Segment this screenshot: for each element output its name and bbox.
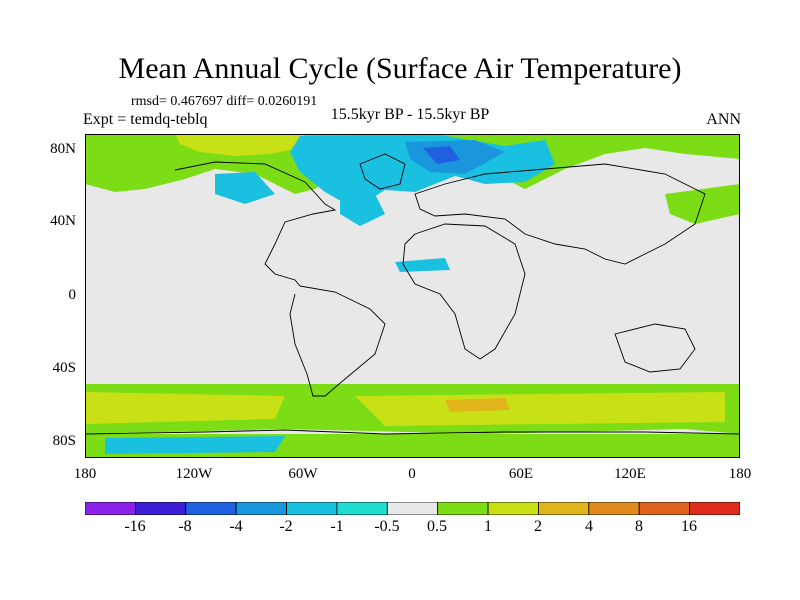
- southern-positive-strong-west: [85, 392, 285, 424]
- lon-label-120e: 120E: [614, 466, 646, 482]
- colorbar-label-6: -0.5: [374, 518, 400, 535]
- pacific-positive: [665, 184, 740, 224]
- colorbar-swatch-8: [437, 502, 489, 515]
- atlantic-negative-patch: [340, 194, 385, 226]
- world-map: [85, 134, 740, 458]
- southern-positive-patch: [445, 398, 510, 412]
- map-frame: [85, 134, 740, 458]
- lon-label-0: 0: [408, 466, 416, 482]
- lon-label-120w: 120W: [175, 466, 213, 482]
- tropical-negative-patch: [395, 258, 450, 272]
- colorbar-swatch-7: [386, 502, 439, 515]
- lon-label-60w: 60W: [288, 466, 318, 482]
- greenland-outline: [359, 153, 406, 190]
- anomaly-fields: [85, 134, 740, 458]
- southern-positive-strong-east: [355, 392, 725, 426]
- colorbar-label-7: 0.5: [427, 518, 447, 535]
- lat-label-80n: 80N: [50, 141, 76, 157]
- season-label: ANN: [706, 111, 741, 128]
- arctic-positive-strong: [175, 134, 305, 156]
- colorbar-swatch-9: [487, 502, 539, 515]
- experiment-label: Expt = temdq-teblq: [83, 111, 208, 128]
- antarctica-outline: [85, 429, 740, 435]
- lon-label-60e: 60E: [508, 466, 534, 482]
- colorbar-swatch-11: [588, 502, 640, 515]
- north-america-negative: [215, 172, 275, 204]
- colorbar-label-8: 1: [484, 518, 492, 535]
- north-america-outline: [174, 161, 337, 287]
- lat-label-40s: 40S: [52, 360, 76, 376]
- colorbar-swatch-3: [185, 502, 237, 515]
- colorbar-swatch-5: [286, 502, 338, 515]
- africa-outline: [402, 223, 526, 360]
- colorbar-label-11: 8: [635, 518, 643, 535]
- colorbar: [85, 502, 740, 515]
- lat-label-80s: 80S: [52, 433, 76, 449]
- colorbar-label-12: 16: [681, 518, 697, 535]
- colorbar-swatch-12: [638, 502, 691, 515]
- colorbar-swatch-2: [134, 502, 187, 515]
- coastlines: [85, 153, 740, 435]
- colorbar-label-5: -1: [330, 518, 344, 535]
- colorbar-swatch-4: [235, 502, 287, 515]
- colorbar-label-1: -16: [124, 518, 146, 535]
- page-title: Mean Annual Cycle (Surface Air Temperatu…: [118, 52, 682, 85]
- colorbar-label-10: 4: [585, 518, 593, 535]
- antarctic-negative-patch: [105, 436, 285, 454]
- colorbar-swatch-1: [85, 502, 136, 515]
- eurasia-outline: [414, 163, 706, 265]
- colorbar-label-2: -8: [178, 518, 192, 535]
- stats-text: rmsd= 0.467697 diff= 0.0260191: [131, 94, 318, 109]
- colorbar-label-3: -4: [229, 518, 243, 535]
- south-america-outline: [289, 285, 386, 397]
- colorbar-swatch-6: [336, 502, 388, 515]
- north-atlantic-negative-core: [423, 146, 460, 164]
- lat-label-0: 0: [68, 287, 77, 303]
- colorbar-label-4: -2: [279, 518, 293, 535]
- lon-label-180w: 180: [73, 466, 97, 482]
- colorbar-swatch-10: [538, 502, 590, 515]
- lon-label-180e: 180: [728, 466, 752, 482]
- colorbar-swatch-13: [689, 502, 740, 515]
- lat-label-40n: 40N: [50, 213, 76, 229]
- colorbar-label-9: 2: [534, 518, 542, 535]
- australia-outline: [614, 323, 696, 373]
- comparison-label: 15.5kyr BP - 15.5kyr BP: [330, 106, 490, 123]
